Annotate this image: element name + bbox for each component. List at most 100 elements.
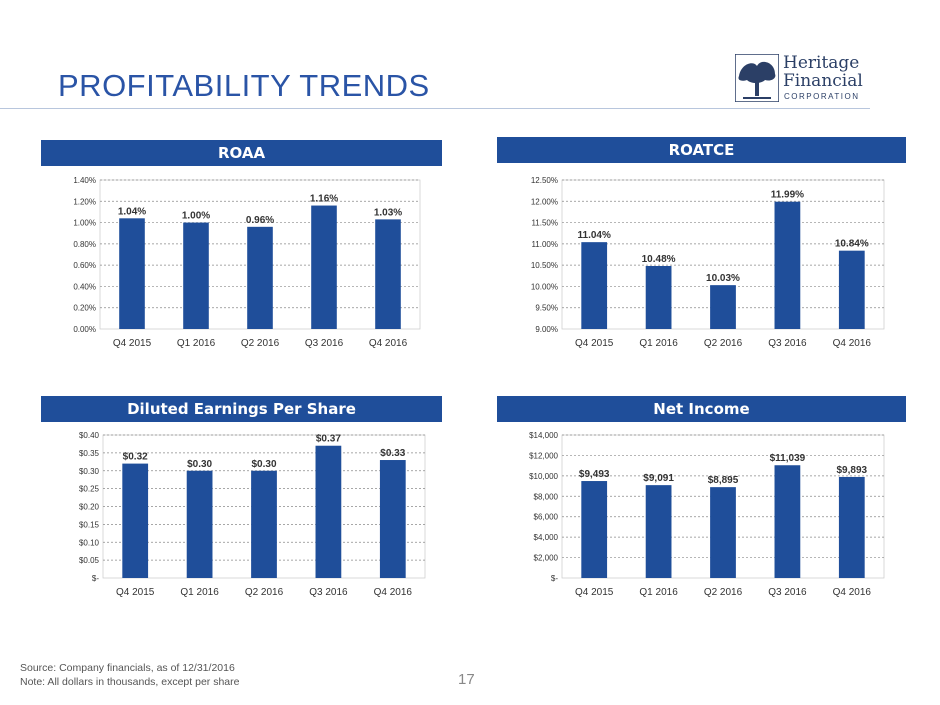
x-tick-label: Q2 2016: [704, 338, 743, 349]
y-tick-label: 11.50%: [531, 219, 558, 228]
data-label: 1.00%: [182, 211, 210, 222]
y-tick-label: 1.40%: [73, 176, 96, 185]
y-tick-label: $-: [92, 574, 99, 583]
data-label: $0.30: [187, 459, 212, 470]
bar: [581, 481, 608, 578]
y-tick-label: $0.10: [79, 538, 100, 547]
bar: [247, 226, 273, 329]
data-label: $9,091: [643, 473, 674, 484]
y-tick-label: $8,000: [534, 492, 559, 501]
x-tick-label: Q2 2016: [241, 338, 280, 349]
x-tick-label: Q1 2016: [180, 587, 219, 598]
bar: [315, 445, 342, 578]
y-tick-label: $10,000: [529, 472, 558, 481]
x-tick-label: Q4 2016: [833, 587, 872, 598]
x-tick-label: Q4 2016: [369, 338, 408, 349]
y-tick-label: 0.00%: [73, 325, 96, 334]
data-label: $9,893: [837, 465, 868, 476]
y-tick-label: 0.40%: [73, 282, 96, 291]
bar: [774, 201, 801, 329]
eps-header: Diluted Earnings Per Share: [41, 396, 442, 422]
y-tick-label: 0.80%: [73, 240, 96, 249]
bar: [710, 285, 736, 329]
data-label: 10.03%: [706, 273, 740, 284]
y-tick-label: $0.40: [79, 431, 100, 440]
data-label: $0.33: [380, 448, 405, 459]
y-tick-label: $6,000: [534, 513, 559, 522]
data-label: $8,895: [708, 475, 739, 486]
bar: [838, 250, 865, 329]
bar: [122, 463, 149, 578]
bar: [183, 222, 209, 329]
y-tick-label: 10.00%: [531, 282, 558, 291]
data-label: $0.32: [123, 452, 148, 463]
x-tick-label: Q3 2016: [768, 587, 807, 598]
y-tick-label: 12.50%: [531, 176, 558, 185]
page-title: PROFITABILITY TRENDS: [58, 68, 430, 103]
data-label: 10.84%: [835, 239, 869, 250]
bar: [581, 242, 608, 329]
y-tick-label: $0.05: [79, 556, 100, 565]
data-label: 10.48%: [642, 254, 676, 265]
y-tick-label: 9.50%: [535, 304, 558, 313]
data-label: $0.30: [251, 459, 276, 470]
data-label: 0.96%: [246, 215, 274, 226]
x-tick-label: Q4 2015: [116, 587, 155, 598]
tree-icon: [735, 54, 779, 102]
x-tick-label: Q4 2015: [575, 587, 614, 598]
bar: [375, 219, 401, 329]
y-tick-label: $4,000: [534, 533, 559, 542]
roaa-chart-svg: 0.00% 0.20% 0.40% 0.60% 0.80% 1.00% 1.20% 1.40%…: [73, 176, 421, 349]
net-income-chart-svg: $- $2,000 $4,000 $6,000 $8,000 $10,000 $12,000…: [529, 431, 885, 598]
bar: [311, 205, 337, 329]
roaa-header: ROAA: [41, 140, 442, 166]
y-tick-label: $-: [551, 574, 558, 583]
footnote-note: Note: All dollars in thousands, except p…: [20, 676, 240, 688]
logo-line-1: Heritage: [783, 53, 860, 73]
data-label: $11,039: [770, 453, 806, 464]
y-tick-label: $0.20: [79, 503, 100, 512]
x-tick-label: Q3 2016: [768, 338, 807, 349]
footnote: Source: Company financials, as of 12/31/…: [20, 661, 239, 689]
roaa-chart: 0.00% 0.20% 0.40% 0.60% 0.80% 1.00% 1.20% 1.40%…: [40, 170, 440, 360]
x-tick-label: Q4 2015: [113, 338, 152, 349]
x-tick-label: Q4 2015: [575, 338, 614, 349]
company-logo: Heritage Financial CORPORATION: [735, 52, 875, 104]
bar: [645, 485, 672, 578]
y-tick-label: $0.15: [79, 520, 100, 529]
y-tick-label: $14,000: [529, 431, 558, 440]
x-tick-label: Q1 2016: [177, 338, 216, 349]
y-tick-label: 12.00%: [531, 197, 558, 206]
x-tick-label: Q2 2016: [245, 587, 284, 598]
footnote-source: Source: Company financials, as of 12/31/…: [20, 662, 235, 674]
data-label: $0.37: [316, 434, 341, 445]
logo-line-3: CORPORATION: [784, 92, 860, 101]
bar: [710, 487, 736, 578]
y-tick-label: $2,000: [534, 554, 559, 563]
eps-chart: $- $0.05 $0.10 $0.15 $0.20 $0.25 $0.30 $0.35 $0.…: [40, 425, 440, 610]
x-tick-label: Q4 2016: [374, 587, 413, 598]
net-income-header: Net Income: [497, 396, 906, 422]
y-tick-label: $12,000: [529, 451, 558, 460]
x-tick-label: Q1 2016: [639, 338, 678, 349]
y-tick-label: $0.30: [79, 467, 100, 476]
bar: [774, 465, 801, 578]
roatce-chart-svg: 9.00% 9.50% 10.00% 10.50% 11.00% 11.50% 12.00%…: [531, 176, 885, 349]
data-label: 1.03%: [374, 207, 402, 218]
y-tick-label: 9.00%: [535, 325, 558, 334]
x-tick-label: Q4 2016: [833, 338, 872, 349]
x-tick-label: Q1 2016: [639, 587, 678, 598]
net-income-chart: $- $2,000 $4,000 $6,000 $8,000 $10,000 $12,000…: [500, 425, 900, 610]
data-label: 11.04%: [578, 230, 611, 241]
logo-line-2: Financial: [783, 71, 863, 91]
data-label: 11.99%: [771, 190, 804, 201]
page-number: 17: [458, 671, 475, 688]
data-label: 1.16%: [310, 194, 338, 205]
y-tick-label: 1.00%: [73, 219, 96, 228]
x-tick-label: Q3 2016: [309, 587, 348, 598]
y-tick-label: 0.20%: [73, 304, 96, 313]
y-tick-label: $0.35: [79, 449, 100, 458]
y-tick-label: 10.50%: [531, 261, 558, 270]
bar: [119, 218, 145, 329]
bar: [645, 265, 672, 329]
